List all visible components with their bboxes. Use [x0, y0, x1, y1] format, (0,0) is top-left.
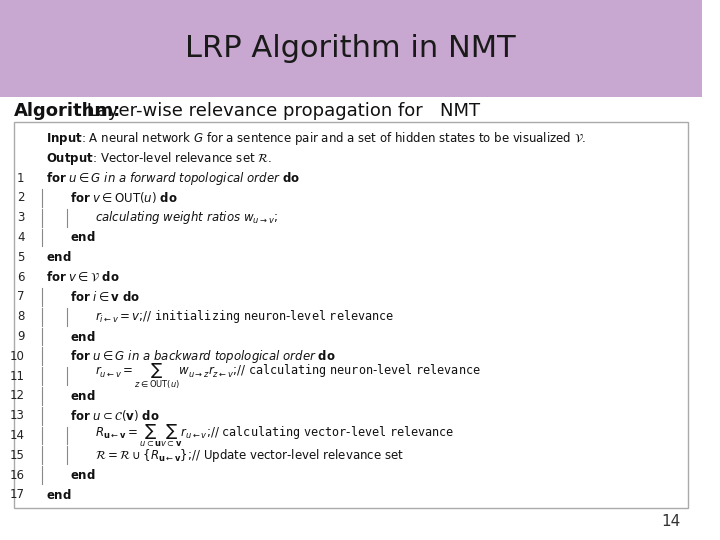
- Text: 7: 7: [17, 291, 24, 303]
- Text: 11: 11: [9, 370, 24, 383]
- Text: $R_{\mathbf{u} \leftarrow \mathbf{v}} = \sum_{u \subset \mathbf{u}} \sum_{v \sub: $R_{\mathbf{u} \leftarrow \mathbf{v}} = …: [95, 422, 454, 449]
- FancyBboxPatch shape: [0, 0, 701, 97]
- Text: 15: 15: [9, 449, 24, 462]
- Text: $\mathbf{for}$ $v \in \mathcal{V}$ $\mathbf{do}$: $\mathbf{for}$ $v \in \mathcal{V}$ $\mat…: [45, 270, 120, 284]
- Text: 6: 6: [17, 271, 24, 284]
- Text: $\mathbf{end}$: $\mathbf{end}$: [70, 468, 96, 482]
- Text: $\mathbf{end}$: $\mathbf{end}$: [70, 329, 96, 343]
- Text: 16: 16: [9, 469, 24, 482]
- Text: 2: 2: [17, 191, 24, 204]
- Text: 17: 17: [9, 489, 24, 502]
- Text: 1: 1: [17, 172, 24, 185]
- Text: 4: 4: [17, 231, 24, 244]
- Text: $\mathbf{Output}$: Vector-level relevance set $\mathcal{R}$.: $\mathbf{Output}$: Vector-level relevanc…: [45, 150, 271, 167]
- Text: 8: 8: [17, 310, 24, 323]
- Text: $\mathbf{for}$ $u \subset \mathcal{C}(\mathbf{v})$ $\mathbf{do}$: $\mathbf{for}$ $u \subset \mathcal{C}(\m…: [70, 408, 160, 423]
- Text: 5: 5: [17, 251, 24, 264]
- Text: $\mathcal{R} = \mathcal{R} \cup \{R_{\mathbf{u} \leftarrow \mathbf{v}}\}$;// Upd: $\mathcal{R} = \mathcal{R} \cup \{R_{\ma…: [95, 447, 404, 464]
- Text: $\mathbf{end}$: $\mathbf{end}$: [70, 389, 96, 403]
- Text: Layer-wise relevance propagation for   NMT: Layer-wise relevance propagation for NMT: [81, 102, 480, 120]
- Text: 9: 9: [17, 330, 24, 343]
- Text: $\mathbf{end}$: $\mathbf{end}$: [45, 250, 71, 264]
- Text: $\mathbf{end}$: $\mathbf{end}$: [45, 488, 71, 502]
- Text: 14: 14: [9, 429, 24, 442]
- Text: LRP Algorithm in NMT: LRP Algorithm in NMT: [186, 34, 516, 63]
- Text: $\mathbf{for}$ $u \in G$ $\mathit{in\ a\ forward\ topological\ order}$ $\mathbf{: $\mathbf{for}$ $u \in G$ $\mathit{in\ a\…: [45, 170, 300, 186]
- Text: $\mathbf{Input}$: A neural network $G$ for a sentence pair and a set of hidden s: $\mathbf{Input}$: A neural network $G$ f…: [45, 130, 585, 147]
- Text: 13: 13: [9, 409, 24, 422]
- FancyBboxPatch shape: [14, 122, 688, 508]
- Text: $\mathbf{for}$ $i \in \mathbf{v}$ $\mathbf{do}$: $\mathbf{for}$ $i \in \mathbf{v}$ $\math…: [70, 290, 140, 304]
- Text: $r_{i \leftarrow v} = v$;// $\mathtt{initializing\ neuron\text{-}level\ relevanc: $r_{i \leftarrow v} = v$;// $\mathtt{ini…: [95, 308, 394, 325]
- Text: $\mathit{calculating\ weight\ ratios}$ $w_{u \to v}$;: $\mathit{calculating\ weight\ ratios}$ $…: [95, 209, 278, 226]
- Text: $r_{u \leftarrow v} = \sum_{z \in \mathrm{OUT}(u)} w_{u \to z} r_{z \leftarrow v: $r_{u \leftarrow v} = \sum_{z \in \mathr…: [95, 361, 480, 391]
- Text: 3: 3: [17, 211, 24, 224]
- Text: $\mathbf{for}$ $u \in G$ $\mathit{in\ a\ backward\ topological\ order}$ $\mathbf: $\mathbf{for}$ $u \in G$ $\mathit{in\ a\…: [70, 348, 336, 365]
- Text: $\mathbf{end}$: $\mathbf{end}$: [70, 231, 96, 245]
- Text: 12: 12: [9, 389, 24, 402]
- Text: 14: 14: [662, 514, 680, 529]
- Text: $\mathbf{for}$ $v \in \mathrm{OUT}(u)$ $\mathbf{do}$: $\mathbf{for}$ $v \in \mathrm{OUT}(u)$ $…: [70, 191, 178, 205]
- Text: 10: 10: [9, 350, 24, 363]
- Text: Algorithm:: Algorithm:: [14, 102, 121, 120]
